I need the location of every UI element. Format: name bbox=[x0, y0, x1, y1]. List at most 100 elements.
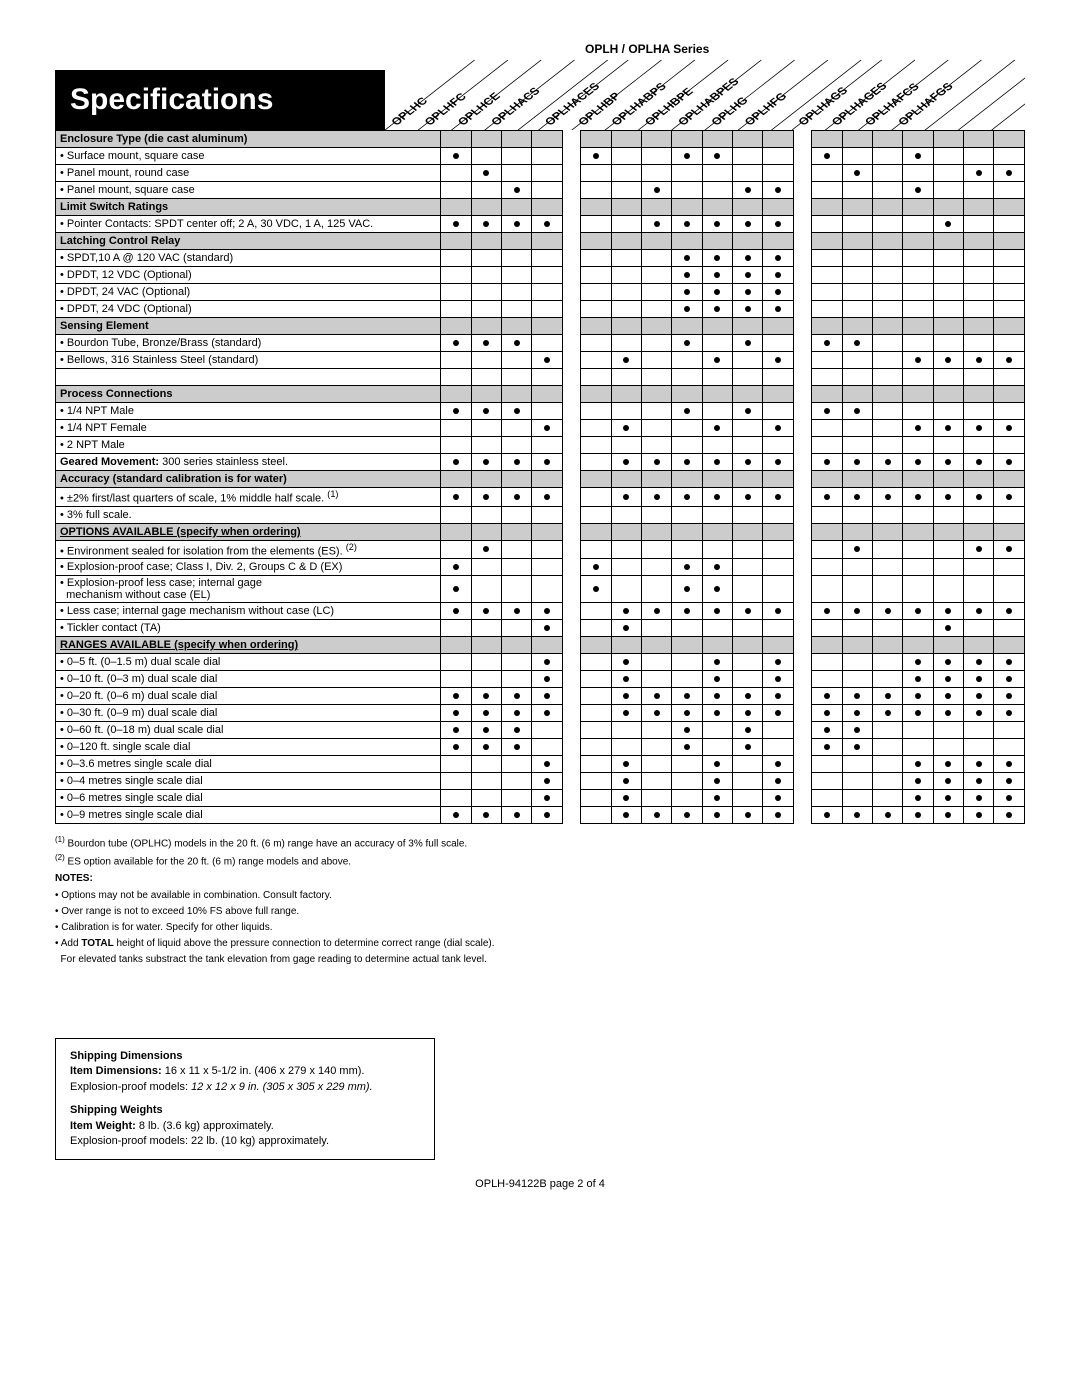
data-cell bbox=[501, 250, 531, 267]
gap-cell bbox=[562, 654, 581, 671]
data-cell bbox=[501, 216, 531, 233]
data-cell bbox=[933, 559, 963, 576]
row-label: Process Connections bbox=[56, 386, 441, 403]
data-cell bbox=[733, 637, 763, 654]
data-cell bbox=[933, 131, 963, 148]
data-cell bbox=[903, 318, 933, 335]
data-row: • Bourdon Tube, Bronze/Brass (standard) bbox=[56, 335, 1025, 352]
data-cell bbox=[641, 216, 671, 233]
svg-text:OPLHFG: OPLHFG bbox=[743, 91, 790, 128]
data-cell bbox=[441, 576, 471, 603]
data-cell bbox=[842, 506, 872, 523]
data-cell bbox=[842, 301, 872, 318]
gap-cell bbox=[562, 454, 581, 471]
data-cell bbox=[581, 756, 611, 773]
data-cell bbox=[471, 216, 501, 233]
ship-wt-exp: Explosion-proof models: 22 lb. (10 kg) a… bbox=[70, 1134, 420, 1149]
data-cell bbox=[733, 688, 763, 705]
data-cell bbox=[873, 488, 903, 507]
data-cell bbox=[641, 576, 671, 603]
data-cell bbox=[842, 182, 872, 199]
data-cell bbox=[994, 352, 1025, 369]
data-cell bbox=[441, 148, 471, 165]
data-cell bbox=[733, 603, 763, 620]
data-cell bbox=[964, 233, 994, 250]
data-cell bbox=[842, 233, 872, 250]
data-cell bbox=[994, 540, 1025, 559]
data-cell bbox=[733, 576, 763, 603]
section-row: Process Connections bbox=[56, 386, 1025, 403]
data-cell bbox=[964, 199, 994, 216]
data-row: • 2 NPT Male bbox=[56, 437, 1025, 454]
row-label: • 0–60 ft. (0–18 m) dual scale dial bbox=[56, 722, 441, 739]
ship-dim-line: Item Dimensions: 16 x 11 x 5-1/2 in. (40… bbox=[70, 1064, 420, 1079]
data-cell bbox=[733, 454, 763, 471]
data-cell bbox=[501, 705, 531, 722]
data-cell bbox=[842, 756, 872, 773]
data-cell bbox=[471, 131, 501, 148]
section-row: Latching Control Relay bbox=[56, 233, 1025, 250]
data-cell bbox=[842, 722, 872, 739]
data-cell bbox=[903, 216, 933, 233]
data-cell bbox=[611, 688, 641, 705]
data-row: • Panel mount, round case bbox=[56, 165, 1025, 182]
data-cell bbox=[873, 148, 903, 165]
data-cell bbox=[501, 386, 531, 403]
data-cell bbox=[733, 559, 763, 576]
data-cell bbox=[873, 576, 903, 603]
data-cell bbox=[733, 403, 763, 420]
data-cell bbox=[532, 216, 562, 233]
data-cell bbox=[994, 420, 1025, 437]
data-cell bbox=[532, 705, 562, 722]
data-cell bbox=[964, 705, 994, 722]
data-cell bbox=[763, 250, 793, 267]
data-cell bbox=[702, 620, 732, 637]
data-cell bbox=[501, 165, 531, 182]
data-cell bbox=[532, 488, 562, 507]
data-cell bbox=[733, 756, 763, 773]
data-cell bbox=[611, 506, 641, 523]
data-cell bbox=[933, 523, 963, 540]
data-cell bbox=[842, 284, 872, 301]
gap-cell bbox=[793, 576, 812, 603]
gap-cell bbox=[793, 559, 812, 576]
data-cell bbox=[933, 437, 963, 454]
data-cell bbox=[763, 233, 793, 250]
data-cell bbox=[873, 335, 903, 352]
data-cell bbox=[471, 559, 501, 576]
data-cell bbox=[903, 637, 933, 654]
data-cell bbox=[672, 454, 702, 471]
data-cell bbox=[611, 739, 641, 756]
gap-cell bbox=[562, 523, 581, 540]
data-row: • 3% full scale. bbox=[56, 506, 1025, 523]
data-cell bbox=[702, 739, 732, 756]
data-cell bbox=[702, 523, 732, 540]
data-cell bbox=[581, 488, 611, 507]
page-footer: OPLH-94122B page 2 of 4 bbox=[55, 1178, 1025, 1190]
data-cell bbox=[471, 671, 501, 688]
data-cell bbox=[471, 335, 501, 352]
data-cell bbox=[471, 386, 501, 403]
data-cell bbox=[994, 250, 1025, 267]
data-cell bbox=[611, 352, 641, 369]
data-row: • Bellows, 316 Stainless Steel (standard… bbox=[56, 352, 1025, 369]
data-cell bbox=[933, 488, 963, 507]
data-cell bbox=[812, 722, 842, 739]
data-cell bbox=[441, 654, 471, 671]
data-cell bbox=[611, 654, 641, 671]
data-cell bbox=[873, 722, 903, 739]
data-cell bbox=[873, 603, 903, 620]
row-label: • Explosion-proof less case; internal ga… bbox=[56, 576, 441, 603]
data-cell bbox=[672, 722, 702, 739]
data-cell bbox=[441, 739, 471, 756]
data-cell bbox=[733, 216, 763, 233]
data-cell bbox=[581, 773, 611, 790]
data-cell bbox=[611, 540, 641, 559]
data-cell bbox=[964, 671, 994, 688]
data-cell bbox=[471, 403, 501, 420]
gap-cell bbox=[793, 671, 812, 688]
data-cell bbox=[581, 739, 611, 756]
data-cell bbox=[763, 722, 793, 739]
gap-cell bbox=[793, 301, 812, 318]
data-cell bbox=[933, 267, 963, 284]
